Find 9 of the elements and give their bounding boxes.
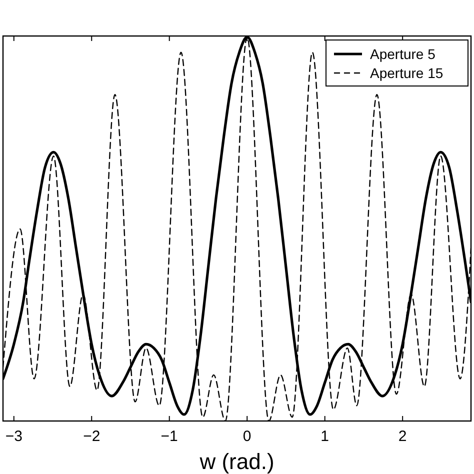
x-tick-label: 1 <box>320 428 330 445</box>
legend-label: Aperture 15 <box>370 65 444 81</box>
x-tick-label: −1 <box>160 428 178 445</box>
x-tick-label: −3 <box>5 428 22 445</box>
x-axis-title: w (rad.) <box>198 449 274 474</box>
x-tick-label: 0 <box>242 428 252 445</box>
x-tick-label: −2 <box>83 428 100 445</box>
legend-label: Aperture 5 <box>370 46 436 62</box>
x-tick-label: 2 <box>398 428 407 445</box>
